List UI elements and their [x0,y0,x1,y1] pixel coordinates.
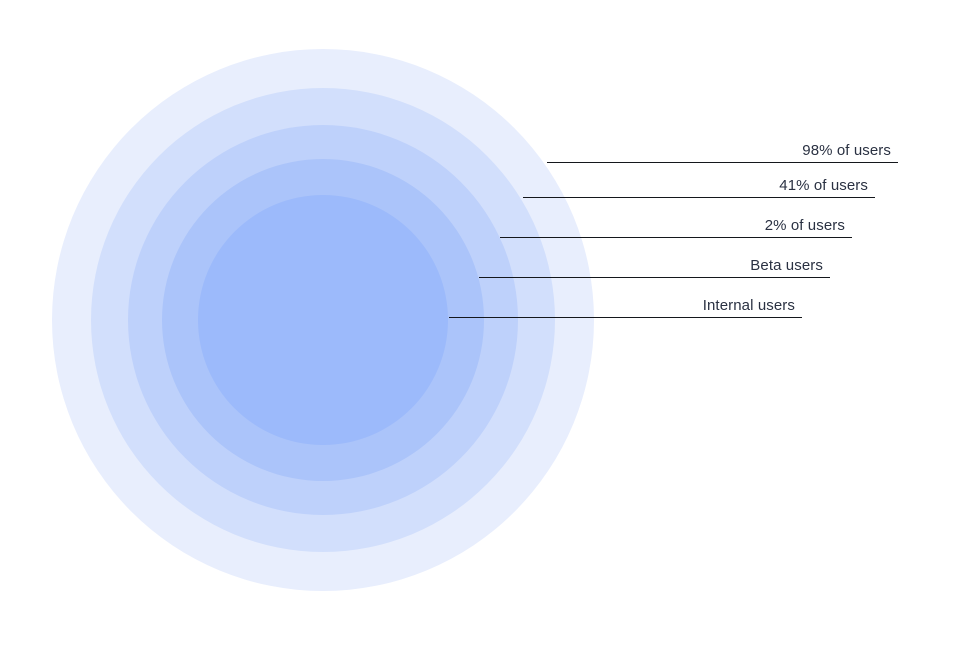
callout-98-percent-users: 98% of users [547,137,898,163]
callout-internal-users: Internal users [449,292,802,318]
callout-label-internal-users: Internal users [702,297,795,314]
callout-label-beta-users: Beta users [750,257,823,274]
callout-41-percent-users: 41% of users [523,172,875,198]
callout-label-2-percent-users: 2% of users [764,217,845,234]
callout-label-98-percent-users: 98% of users [802,142,891,159]
callout-label-41-percent-users: 41% of users [779,177,868,194]
callout-2-percent-users: 2% of users [500,212,852,238]
callout-beta-users: Beta users [479,252,830,278]
ring-internal-users [198,195,448,445]
